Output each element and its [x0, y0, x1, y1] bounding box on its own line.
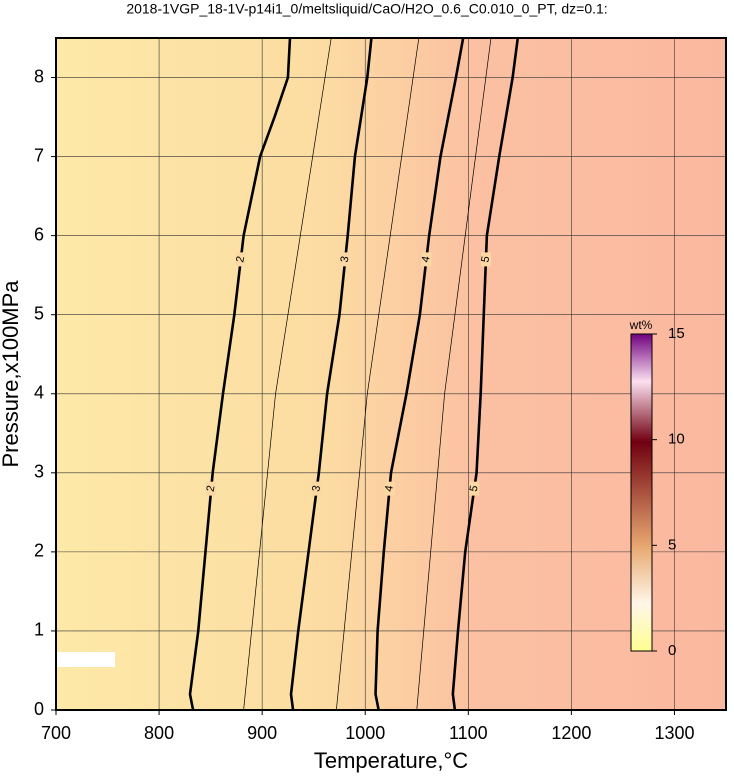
y-tick-label: 0	[34, 699, 44, 719]
colorbar	[630, 333, 653, 652]
colorbar-label: wt%	[629, 318, 653, 332]
contour-line-bold	[451, 38, 520, 710]
y-tick-label: 6	[34, 224, 44, 244]
plot-frame	[55, 37, 727, 711]
contour-label: 2	[205, 485, 218, 493]
x-tick-label: 700	[41, 723, 71, 743]
contour-label: 5	[468, 485, 481, 493]
y-tick-label: 1	[34, 620, 44, 640]
contour-label-bg	[311, 481, 322, 496]
contour-label: 3	[339, 255, 352, 263]
contour-line	[416, 38, 492, 710]
x-tick-label: 1000	[345, 723, 385, 743]
x-tick-label: 1300	[654, 723, 694, 743]
x-tick-label: 1200	[551, 723, 591, 743]
colorbar-tick-label: 5	[668, 536, 676, 553]
y-tick-label: 8	[34, 66, 44, 86]
contour-label-bg	[206, 481, 217, 496]
contour-label-bg	[480, 252, 491, 267]
contour-label-bg	[235, 252, 246, 267]
y-tick-label: 7	[34, 145, 44, 165]
contour-line	[243, 38, 332, 710]
colorbar-tick-label: 15	[668, 325, 685, 342]
y-axis-title: Pressure,x100MPa	[0, 280, 23, 468]
x-axis-title: Temperature,°C	[314, 748, 468, 773]
blank-patch	[56, 652, 115, 667]
y-tick-label: 5	[34, 303, 44, 323]
y-tick-label: 3	[34, 462, 44, 482]
contour-line-bold	[374, 38, 465, 710]
contour-line-bold	[289, 38, 373, 710]
contour-label: 3	[310, 485, 323, 493]
colorbar-tick-label: 10	[668, 431, 685, 448]
contour-label-bg	[469, 481, 480, 496]
contour-label: 5	[479, 255, 492, 263]
x-tick-label: 800	[144, 723, 174, 743]
contour-label-bg	[340, 252, 351, 267]
chart-title: 2018-1VGP_18-1V-p14i1_0/meltsliquid/CaO/…	[126, 1, 607, 17]
contour-label: 4	[420, 255, 433, 263]
y-tick-label: 4	[34, 383, 44, 403]
plot-background	[56, 38, 726, 710]
contour-label-bg	[384, 481, 395, 496]
x-tick-label: 900	[247, 723, 277, 743]
y-tick-label: 2	[34, 541, 44, 561]
contour-line	[336, 38, 420, 710]
contour-label: 2	[234, 255, 247, 263]
colorbar-tick-label: 0	[668, 642, 676, 659]
contour-label-bg	[421, 252, 432, 267]
contour-line-bold	[188, 38, 292, 710]
x-tick-label: 1100	[449, 723, 488, 743]
contour-label: 4	[383, 485, 396, 493]
